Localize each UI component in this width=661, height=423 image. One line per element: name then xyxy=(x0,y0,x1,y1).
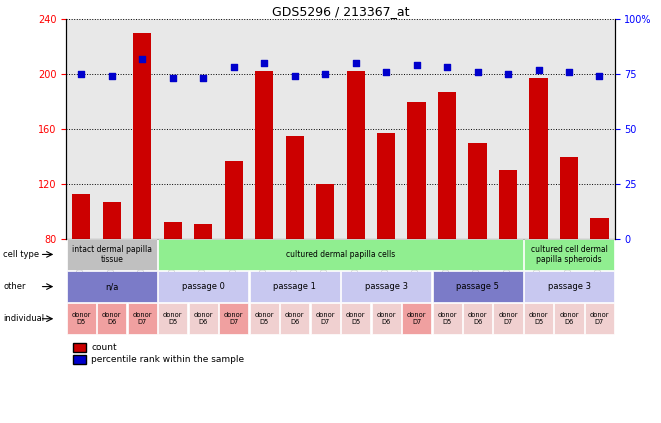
Bar xyxy=(133,33,151,239)
Text: passage 5: passage 5 xyxy=(456,282,499,291)
Text: count: count xyxy=(91,343,117,352)
Point xyxy=(594,73,605,80)
Point xyxy=(533,66,544,73)
Point xyxy=(259,60,270,66)
Text: other: other xyxy=(3,282,26,291)
Text: passage 3: passage 3 xyxy=(547,282,590,291)
Text: cultured cell dermal
papilla spheroids: cultured cell dermal papilla spheroids xyxy=(531,245,607,264)
Point xyxy=(472,69,483,75)
Text: passage 1: passage 1 xyxy=(273,282,316,291)
Text: individual: individual xyxy=(3,314,44,323)
Point xyxy=(229,64,239,71)
Text: donor
D6: donor D6 xyxy=(559,312,579,325)
Text: donor
D5: donor D5 xyxy=(254,312,274,325)
Text: donor
D7: donor D7 xyxy=(407,312,426,325)
Bar xyxy=(499,170,517,239)
Point xyxy=(381,69,391,75)
Text: donor
D6: donor D6 xyxy=(376,312,396,325)
Bar xyxy=(102,202,121,239)
Text: donor
D5: donor D5 xyxy=(529,312,548,325)
Text: donor
D6: donor D6 xyxy=(194,312,213,325)
Text: cell type: cell type xyxy=(3,250,40,259)
Text: percentile rank within the sample: percentile rank within the sample xyxy=(91,355,245,364)
Bar xyxy=(438,92,456,239)
Point xyxy=(320,71,330,77)
Bar xyxy=(529,78,548,239)
Text: donor
D7: donor D7 xyxy=(224,312,243,325)
Bar xyxy=(255,71,274,239)
Text: intact dermal papilla
tissue: intact dermal papilla tissue xyxy=(72,245,152,264)
Text: passage 0: passage 0 xyxy=(182,282,225,291)
Point xyxy=(442,64,452,71)
Text: donor
D6: donor D6 xyxy=(285,312,305,325)
Bar xyxy=(72,194,91,239)
Point xyxy=(137,55,147,62)
Text: donor
D7: donor D7 xyxy=(315,312,335,325)
Text: donor
D5: donor D5 xyxy=(346,312,366,325)
Bar xyxy=(377,133,395,239)
Text: donor
D7: donor D7 xyxy=(498,312,518,325)
Title: GDS5296 / 213367_at: GDS5296 / 213367_at xyxy=(272,5,409,18)
Point xyxy=(350,60,361,66)
Bar xyxy=(164,222,182,239)
Bar xyxy=(194,224,212,239)
Text: passage 3: passage 3 xyxy=(365,282,408,291)
Bar xyxy=(346,71,365,239)
Bar xyxy=(590,218,609,239)
Point xyxy=(167,75,178,82)
Text: donor
D5: donor D5 xyxy=(163,312,182,325)
Bar xyxy=(286,136,304,239)
Bar xyxy=(560,157,578,239)
Point xyxy=(290,73,300,80)
Text: donor
D6: donor D6 xyxy=(468,312,487,325)
Text: donor
D5: donor D5 xyxy=(438,312,457,325)
Point xyxy=(503,71,514,77)
Bar xyxy=(316,184,334,239)
Point xyxy=(564,69,574,75)
Text: cultured dermal papilla cells: cultured dermal papilla cells xyxy=(286,250,395,259)
Text: donor
D5: donor D5 xyxy=(71,312,91,325)
Point xyxy=(198,75,208,82)
Point xyxy=(76,71,87,77)
Bar xyxy=(407,102,426,239)
Text: donor
D7: donor D7 xyxy=(590,312,609,325)
Bar xyxy=(469,143,486,239)
Point xyxy=(106,73,117,80)
Text: donor
D6: donor D6 xyxy=(102,312,122,325)
Text: n/a: n/a xyxy=(105,282,118,291)
Bar xyxy=(225,161,243,239)
Text: donor
D7: donor D7 xyxy=(133,312,152,325)
Point xyxy=(411,62,422,69)
